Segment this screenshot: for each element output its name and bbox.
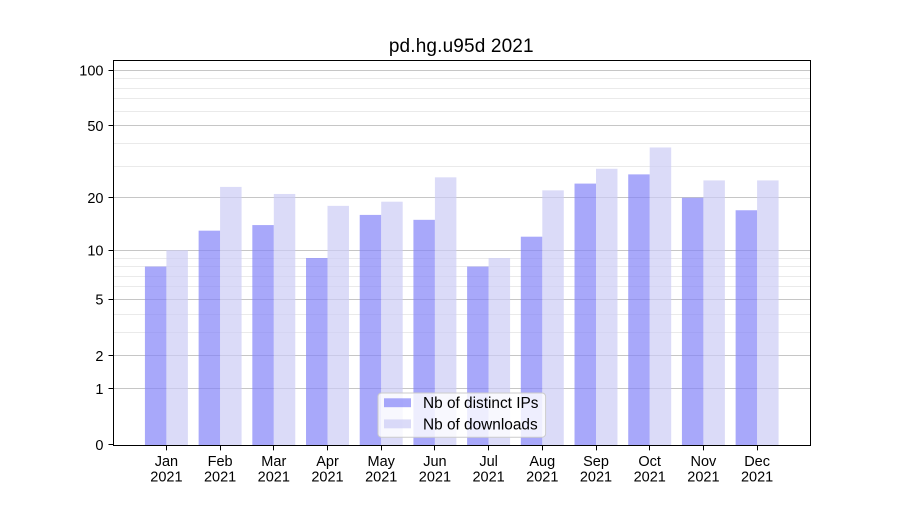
- svg-text:2: 2: [95, 349, 103, 365]
- svg-text:Sep: Sep: [583, 454, 609, 470]
- svg-text:Dec: Dec: [744, 454, 770, 470]
- svg-text:Nb of distinct IPs: Nb of distinct IPs: [423, 395, 539, 412]
- svg-text:Jun: Jun: [423, 454, 446, 470]
- svg-text:2021: 2021: [204, 470, 236, 486]
- svg-text:2021: 2021: [311, 470, 343, 486]
- svg-text:Nov: Nov: [691, 454, 718, 470]
- svg-text:20: 20: [87, 191, 103, 207]
- svg-text:2021: 2021: [258, 470, 290, 486]
- svg-text:2021: 2021: [419, 470, 451, 486]
- svg-text:Jan: Jan: [155, 454, 178, 470]
- svg-text:2021: 2021: [687, 470, 719, 486]
- svg-text:5: 5: [95, 293, 103, 309]
- svg-text:Jul: Jul: [479, 454, 498, 470]
- svg-text:2021: 2021: [150, 470, 182, 486]
- svg-text:pd.hg.u95d 2021: pd.hg.u95d 2021: [389, 36, 534, 57]
- svg-text:10: 10: [87, 243, 103, 259]
- svg-text:May: May: [367, 454, 395, 470]
- svg-text:100: 100: [79, 63, 103, 79]
- svg-text:2021: 2021: [580, 470, 612, 486]
- svg-text:2021: 2021: [741, 470, 773, 486]
- svg-text:0: 0: [95, 438, 103, 454]
- svg-text:Feb: Feb: [208, 454, 233, 470]
- svg-text:50: 50: [87, 119, 103, 135]
- svg-text:2021: 2021: [472, 470, 504, 486]
- svg-text:Aug: Aug: [529, 454, 555, 470]
- svg-text:Nb of downloads: Nb of downloads: [423, 416, 538, 433]
- svg-text:Apr: Apr: [316, 454, 339, 470]
- svg-text:Mar: Mar: [261, 454, 286, 470]
- svg-text:2021: 2021: [365, 470, 397, 486]
- svg-text:1: 1: [95, 382, 103, 398]
- svg-text:2021: 2021: [526, 470, 558, 486]
- svg-text:2021: 2021: [634, 470, 666, 486]
- svg-text:Oct: Oct: [638, 454, 661, 470]
